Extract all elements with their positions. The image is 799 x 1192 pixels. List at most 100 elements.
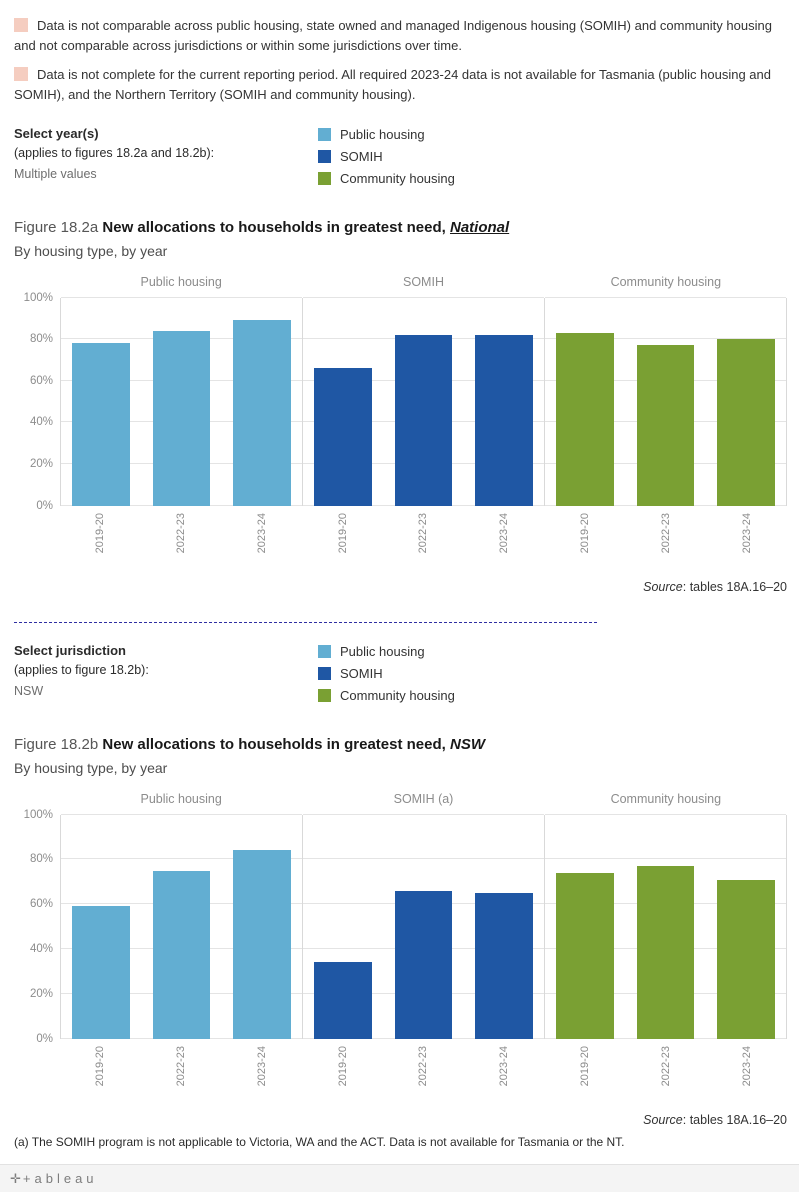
y-axis: 0% 20% 40% 60% 80% 100% <box>12 292 60 512</box>
legend-item-community-housing[interactable]: Community housing <box>318 171 455 186</box>
panels <box>60 813 787 1039</box>
legend-swatch <box>318 127 331 141</box>
x-axis-row: 2019-20 2022-23 2023-24 2019-20 2022-23 2023-… <box>12 1039 787 1105</box>
panel-title: Public housing <box>140 791 222 806</box>
x-tick-label: 2022-23 <box>659 1045 672 1086</box>
figure-b-number: Figure 18.2b <box>14 735 99 753</box>
legend-item-public-housing[interactable]: Public housing <box>318 644 455 659</box>
panel-title: SOMIH <box>403 274 444 289</box>
bar-somih-2023-24[interactable] <box>474 335 533 506</box>
x-tick-label: 2023-24 <box>498 512 511 553</box>
x-tick-label: 2022-23 <box>175 1045 188 1086</box>
figure-a-scope: National <box>449 218 510 236</box>
tableau-logo[interactable]: ✛ +ableau <box>10 1171 98 1187</box>
bar-somih-2019-20[interactable] <box>314 368 373 506</box>
y-tick-label: 80% <box>29 853 53 866</box>
legend-swatch <box>318 171 331 185</box>
bar-community-housing-2022-23[interactable] <box>636 866 695 1039</box>
bar-community-housing-2022-23[interactable] <box>636 345 695 506</box>
section-divider <box>14 621 597 623</box>
x-tick-label: 2023-24 <box>740 512 753 553</box>
panel-header-row: Public housing SOMIH Community housing <box>12 275 787 298</box>
legend-label: Community housing <box>340 687 455 703</box>
figure-b-scope: NSW <box>449 735 485 753</box>
x-label-panels: 2019-20 2022-23 2023-24 2019-20 2022-23 2023-… <box>60 1039 787 1105</box>
bar-somih-2022-23[interactable] <box>394 335 453 506</box>
bar-community-housing-2019-20[interactable] <box>556 332 615 506</box>
legend-item-public-housing[interactable]: Public housing <box>318 127 455 142</box>
notes-block: Data is not comparable across public hou… <box>14 16 785 106</box>
bar-somih-2019-20[interactable] <box>314 962 373 1039</box>
x-tick-label: 2019-20 <box>336 1045 349 1086</box>
legend-item-somih[interactable]: SOMIH <box>318 149 455 164</box>
x-tick-label: 2019-20 <box>579 1045 592 1086</box>
year-filter-value[interactable]: Multiple values <box>14 166 97 181</box>
gridline <box>61 813 302 815</box>
y-tick-label: 40% <box>29 942 53 955</box>
gridline <box>303 296 544 298</box>
gridline <box>303 858 544 860</box>
note-text: Data is not complete for the current rep… <box>14 67 771 103</box>
source-tables: : tables 18A.16–20 <box>682 579 787 594</box>
gridline <box>303 813 544 815</box>
x-tick-label: 2023-24 <box>255 512 268 553</box>
legend-label: SOMIH <box>340 665 383 681</box>
y-tick-label: 60% <box>29 374 53 387</box>
panel-title: Public housing <box>140 274 222 289</box>
x-tick-label: 2023-24 <box>255 1045 268 1086</box>
bar-public-housing-2022-23[interactable] <box>152 870 211 1039</box>
housing-type-legend-a: Public housing SOMIH Community housing <box>318 126 455 193</box>
y-tick-label: 100% <box>23 291 53 304</box>
x-tick-label: 2023-24 <box>498 1045 511 1086</box>
panel-header-row: Public housing SOMIH (a) Community housing <box>12 792 787 815</box>
panels <box>60 296 787 506</box>
figure-b-subtitle: By housing type, by year <box>14 759 168 776</box>
bar-public-housing-2022-23[interactable] <box>152 330 211 506</box>
legend-label: Public housing <box>340 126 425 142</box>
legend-swatch <box>318 149 331 163</box>
bar-community-housing-2023-24[interactable] <box>716 339 775 506</box>
panel-title: SOMIH (a) <box>393 791 454 806</box>
panel-title: Community housing <box>610 274 722 289</box>
x-label-panel: 2019-20 2022-23 2023-24 <box>302 506 544 572</box>
bar-community-housing-2019-20[interactable] <box>556 872 615 1039</box>
gridline <box>61 858 302 860</box>
jurisdiction-filter-value[interactable]: NSW <box>14 683 44 698</box>
gridline <box>545 813 786 815</box>
legend-label: Community housing <box>340 170 455 186</box>
x-label-panel: 2019-20 2022-23 2023-24 <box>60 1039 302 1105</box>
figure-b-footnote: (a) The SOMIH program is not applicable … <box>14 1134 625 1149</box>
source-tables: : tables 18A.16–20 <box>682 1112 787 1127</box>
bar-public-housing-2023-24[interactable] <box>232 320 291 506</box>
y-tick-label: 40% <box>29 416 53 429</box>
panel-somih <box>303 296 545 506</box>
figure-a-subtitle: By housing type, by year <box>14 242 168 259</box>
legend-item-community-housing[interactable]: Community housing <box>318 688 455 703</box>
legend-label: SOMIH <box>340 148 383 164</box>
legend-swatch <box>318 644 331 658</box>
x-tick-label: 2022-23 <box>175 512 188 553</box>
x-label-panel: 2019-20 2022-23 2023-24 <box>302 1039 544 1105</box>
note-flag-icon <box>14 18 28 32</box>
bar-public-housing-2023-24[interactable] <box>232 850 291 1039</box>
bar-community-housing-2023-24[interactable] <box>716 879 775 1039</box>
bar-public-housing-2019-20[interactable] <box>72 343 131 506</box>
bar-somih-2023-24[interactable] <box>474 892 533 1039</box>
gridline <box>545 338 786 340</box>
gridline <box>61 296 302 298</box>
x-tick-label: 2019-20 <box>336 512 349 553</box>
year-filter-label: Select year(s) <box>14 125 99 141</box>
jurisdiction-filter-sublabel: (applies to figure 18.2b): <box>14 662 149 677</box>
year-filter-row: Select year(s) (applies to figures 18.2a… <box>14 126 785 193</box>
x-label-panels: 2019-20 2022-23 2023-24 2019-20 2022-23 2023-… <box>60 506 787 572</box>
gridline <box>545 296 786 298</box>
figure-a-title-text: New allocations to households in greates… <box>102 218 446 236</box>
legend-swatch <box>318 688 331 702</box>
y-axis: 0% 20% 40% 60% 80% 100% <box>12 809 60 1045</box>
chart-figure-18-2a: Public housing SOMIH Community housing 0% 20… <box>12 275 787 572</box>
bar-public-housing-2019-20[interactable] <box>72 906 131 1039</box>
legend-item-somih[interactable]: SOMIH <box>318 666 455 681</box>
bar-somih-2022-23[interactable] <box>394 890 453 1039</box>
panel-headers: Public housing SOMIH Community housing <box>60 275 787 298</box>
chart-figure-18-2b: Public housing SOMIH (a) Community housing… <box>12 792 787 1105</box>
